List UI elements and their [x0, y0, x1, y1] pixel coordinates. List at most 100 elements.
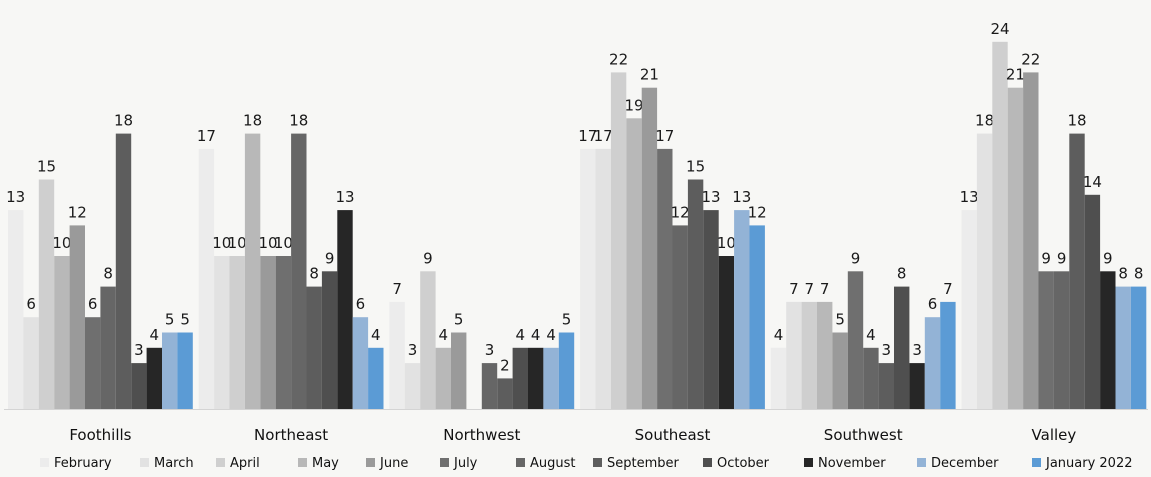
- bar-valley-november: [1100, 271, 1116, 409]
- data-label-southeast-june: 21: [640, 66, 659, 84]
- data-label-valley-april: 24: [990, 20, 1009, 38]
- legend-label-may: May: [312, 456, 339, 471]
- data-label-foothills-october: 3: [134, 341, 144, 359]
- bar-northeast-june: [260, 256, 276, 409]
- bar-valley-december: [1115, 286, 1131, 409]
- data-label-northwest-september: 2: [500, 356, 510, 374]
- data-label-northwest-january-2022: 5: [562, 311, 572, 329]
- data-label-northeast-october: 9: [325, 249, 335, 267]
- bar-southwest-september: [878, 363, 894, 409]
- data-label-foothills-march: 6: [26, 295, 36, 313]
- data-label-foothills-august: 8: [103, 265, 113, 283]
- bar-foothills-april: [38, 179, 55, 409]
- data-label-valley-february: 13: [960, 188, 979, 206]
- bar-southwest-february: [770, 347, 787, 409]
- bar-foothills-february: [8, 210, 24, 409]
- data-label-northwest-december: 4: [546, 326, 556, 344]
- data-label-southwest-december: 6: [928, 295, 938, 313]
- data-label-southwest-september: 3: [882, 341, 892, 359]
- bar-northeast-november: [337, 210, 353, 409]
- legend-swatch-june: [366, 458, 375, 467]
- category-label-foothills: Foothills: [69, 426, 131, 444]
- data-label-northeast-june: 10: [258, 234, 277, 252]
- bar-northwest-november: [528, 347, 544, 409]
- bar-northwest-june: [451, 332, 467, 409]
- data-label-valley-january-2022: 8: [1134, 265, 1144, 283]
- legend-swatch-january-2022: [1032, 458, 1041, 467]
- bar-northwest-march: [404, 363, 421, 409]
- legend-swatch-august: [516, 458, 525, 467]
- data-label-foothills-november: 4: [150, 326, 160, 344]
- bar-northeast-january-2022: [368, 347, 384, 409]
- legend-swatch-october: [703, 458, 712, 467]
- bar-southwest-march: [786, 301, 802, 409]
- data-label-foothills-april: 15: [37, 158, 56, 176]
- data-label-southeast-november: 10: [717, 234, 736, 252]
- bar-southeast-april: [610, 72, 627, 410]
- bar-southeast-november: [718, 256, 735, 409]
- bar-northeast-february: [198, 148, 215, 409]
- bar-southwest-october: [894, 286, 910, 409]
- data-label-southeast-december: 13: [732, 188, 751, 206]
- bar-northeast-march: [214, 256, 230, 409]
- legend-label-september: September: [607, 456, 680, 471]
- data-label-southwest-july: 9: [851, 249, 861, 267]
- data-label-foothills-december: 5: [165, 311, 175, 329]
- data-label-southwest-april: 7: [805, 280, 815, 298]
- category-label-southwest: Southwest: [824, 426, 903, 444]
- category-label-northeast: Northeast: [254, 426, 328, 444]
- data-label-northwest-february: 7: [392, 280, 402, 298]
- data-label-southwest-january-2022: 7: [943, 280, 953, 298]
- data-label-northeast-march: 10: [212, 234, 231, 252]
- data-label-foothills-february: 13: [6, 188, 25, 206]
- bar-southwest-july: [847, 271, 864, 409]
- bar-northwest-october: [512, 347, 528, 409]
- legend-swatch-november: [804, 458, 813, 467]
- data-label-southeast-january-2022: 12: [748, 203, 767, 221]
- bar-southwest-june: [832, 332, 848, 409]
- bar-northeast-december: [352, 317, 369, 409]
- bar-foothills-march: [23, 317, 39, 409]
- bar-northwest-april: [420, 271, 436, 409]
- bar-northwest-september: [497, 378, 513, 409]
- data-label-northeast-april: 10: [228, 234, 247, 252]
- bar-foothills-june: [69, 225, 85, 409]
- bar-southwest-august: [863, 347, 879, 409]
- bar-valley-september: [1069, 133, 1085, 409]
- data-label-northwest-august: 3: [485, 341, 495, 359]
- bar-valley-april: [992, 41, 1008, 410]
- data-label-northwest-april: 9: [423, 249, 433, 267]
- legend-swatch-may: [298, 458, 307, 467]
- bar-southeast-july: [657, 148, 673, 409]
- bar-foothills-july: [85, 317, 101, 409]
- data-label-southeast-april: 22: [609, 50, 628, 68]
- legend-label-march: March: [154, 456, 194, 471]
- legend-label-august: August: [530, 456, 576, 471]
- bar-northeast-july: [275, 256, 292, 409]
- bar-valley-march: [976, 133, 993, 409]
- bar-northeast-october: [321, 271, 338, 409]
- data-label-northwest-june: 5: [454, 311, 464, 329]
- data-label-southeast-august: 12: [671, 203, 690, 221]
- bar-northwest-august: [481, 363, 498, 409]
- bar-valley-june: [1023, 72, 1039, 410]
- data-label-valley-october: 14: [1083, 173, 1102, 191]
- bar-foothills-october: [131, 363, 147, 409]
- bar-valley-july: [1038, 271, 1054, 409]
- data-label-southeast-march: 17: [594, 127, 613, 145]
- legend-label-january-2022: January 2022: [1045, 456, 1133, 471]
- legend-swatch-july: [440, 458, 449, 467]
- bar-southeast-december: [734, 210, 750, 409]
- data-label-southeast-may: 19: [624, 96, 643, 114]
- legend-swatch-december: [917, 458, 926, 467]
- bar-valley-february: [961, 210, 977, 409]
- legend-swatch-march: [140, 458, 149, 467]
- bar-northeast-august: [291, 133, 307, 409]
- data-label-foothills-june: 12: [68, 203, 87, 221]
- bar-southeast-august: [672, 225, 688, 409]
- bar-southeast-march: [595, 148, 611, 409]
- bar-foothills-january-2022: [177, 332, 193, 409]
- category-label-southeast: Southeast: [635, 426, 711, 444]
